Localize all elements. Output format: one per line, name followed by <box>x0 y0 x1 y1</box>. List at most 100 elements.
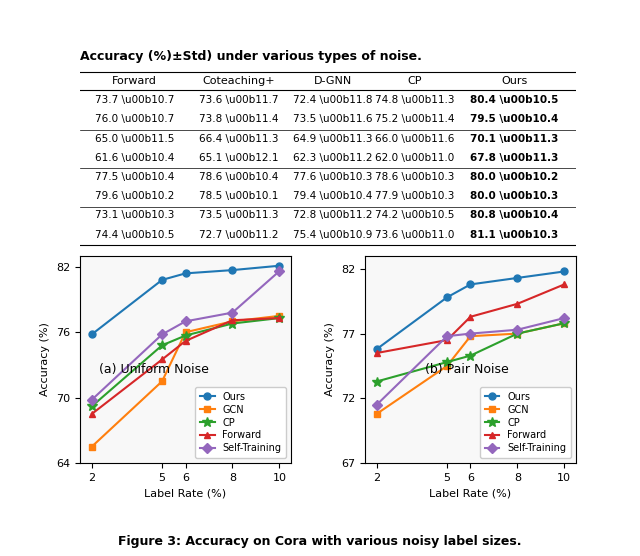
Text: 79.6 \u00b10.2: 79.6 \u00b10.2 <box>95 191 174 201</box>
Forward <box>443 337 451 344</box>
Text: 73.1 \u00b10.3: 73.1 \u00b10.3 <box>95 210 174 220</box>
Forward <box>228 317 236 324</box>
Text: 77.5 \u00b10.4: 77.5 \u00b10.4 <box>95 172 174 182</box>
Text: 65.0 \u00b11.5: 65.0 \u00b11.5 <box>95 133 174 143</box>
Ours <box>443 294 451 301</box>
Forward <box>373 350 381 356</box>
Y-axis label: Accuracy (%): Accuracy (%) <box>40 322 51 396</box>
Forward <box>88 411 95 418</box>
Text: 79.4 \u00b10.4: 79.4 \u00b10.4 <box>293 191 372 201</box>
CP <box>467 353 474 359</box>
Line: Forward: Forward <box>88 315 283 418</box>
Ours <box>275 262 283 269</box>
Self-Training <box>158 331 166 337</box>
Self-Training <box>467 330 474 337</box>
Ours <box>373 346 381 353</box>
Self-Training <box>513 326 521 333</box>
Text: 70.1 \u00b11.3: 70.1 \u00b11.3 <box>470 133 558 143</box>
Text: D-GNN: D-GNN <box>314 76 352 86</box>
Text: 73.6 \u00b11.0: 73.6 \u00b11.0 <box>375 230 454 240</box>
Line: Forward: Forward <box>373 281 568 356</box>
Ours <box>513 275 521 281</box>
Legend: Ours, GCN, CP, Forward, Self-Training: Ours, GCN, CP, Forward, Self-Training <box>195 387 286 458</box>
Text: 73.5 \u00b11.3: 73.5 \u00b11.3 <box>199 210 278 220</box>
Text: (b) Pair Noise: (b) Pair Noise <box>426 363 509 375</box>
Text: 75.4 \u00b10.9: 75.4 \u00b10.9 <box>293 230 372 240</box>
Text: 76.0 \u00b10.7: 76.0 \u00b10.7 <box>95 115 174 125</box>
Text: 66.0 \u00b11.6: 66.0 \u00b11.6 <box>375 133 454 143</box>
GCN <box>513 330 521 337</box>
Ours <box>561 268 568 275</box>
CP <box>88 403 95 410</box>
CP <box>275 315 283 321</box>
Legend: Ours, GCN, CP, Forward, Self-Training: Ours, GCN, CP, Forward, Self-Training <box>480 387 571 458</box>
Line: CP: CP <box>372 319 569 386</box>
Ours <box>467 281 474 288</box>
Text: 78.6 \u00b10.4: 78.6 \u00b10.4 <box>199 172 278 182</box>
Y-axis label: Accuracy (%): Accuracy (%) <box>325 322 335 396</box>
CP <box>373 378 381 385</box>
Text: 62.3 \u00b11.2: 62.3 \u00b11.2 <box>293 153 372 163</box>
Text: 79.5 \u00b10.4: 79.5 \u00b10.4 <box>470 115 558 125</box>
Forward <box>158 356 166 363</box>
Ours <box>228 267 236 274</box>
Self-Training <box>443 333 451 340</box>
GCN <box>88 443 95 450</box>
Text: 77.9 \u00b10.3: 77.9 \u00b10.3 <box>375 191 454 201</box>
X-axis label: Label Rate (%): Label Rate (%) <box>145 488 227 498</box>
Text: Figure 3: Accuracy on Cora with various noisy label sizes.: Figure 3: Accuracy on Cora with various … <box>118 535 522 548</box>
Text: 77.6 \u00b10.3: 77.6 \u00b10.3 <box>293 172 372 182</box>
Text: 73.5 \u00b11.6: 73.5 \u00b11.6 <box>293 115 372 125</box>
Ours <box>158 276 166 283</box>
Line: Ours: Ours <box>373 268 568 353</box>
CP <box>158 342 166 349</box>
Line: Ours: Ours <box>88 262 283 338</box>
Forward <box>513 300 521 307</box>
Self-Training <box>228 309 236 316</box>
CP <box>513 330 521 337</box>
Text: Ours: Ours <box>501 76 527 86</box>
Text: 73.8 \u00b11.4: 73.8 \u00b11.4 <box>199 115 278 125</box>
Text: Coteaching+: Coteaching+ <box>202 76 275 86</box>
Ours <box>88 331 95 337</box>
GCN <box>158 378 166 385</box>
Text: Forward: Forward <box>112 76 157 86</box>
Text: Accuracy (%)±Std) under various types of noise.: Accuracy (%)±Std) under various types of… <box>80 50 422 63</box>
Text: 74.2 \u00b10.5: 74.2 \u00b10.5 <box>375 210 454 220</box>
Text: 73.6 \u00b11.7: 73.6 \u00b11.7 <box>199 95 278 105</box>
Forward <box>467 314 474 320</box>
Text: 66.4 \u00b11.3: 66.4 \u00b11.3 <box>199 133 278 143</box>
Text: 62.0 \u00b11.0: 62.0 \u00b11.0 <box>375 153 454 163</box>
CP <box>443 359 451 365</box>
Text: 73.7 \u00b10.7: 73.7 \u00b10.7 <box>95 95 174 105</box>
Self-Training <box>88 396 95 403</box>
Text: 64.9 \u00b11.3: 64.9 \u00b11.3 <box>293 133 372 143</box>
GCN <box>228 318 236 325</box>
GCN <box>275 312 283 319</box>
Ours <box>182 270 189 277</box>
Text: 65.1 \u00b12.1: 65.1 \u00b12.1 <box>199 153 278 163</box>
Text: 72.4 \u00b11.8: 72.4 \u00b11.8 <box>293 95 372 105</box>
Forward <box>561 281 568 288</box>
Line: GCN: GCN <box>88 312 283 450</box>
Text: CP: CP <box>408 76 422 86</box>
Forward <box>182 337 189 344</box>
Self-Training <box>373 401 381 408</box>
Text: 80.4 \u00b10.5: 80.4 \u00b10.5 <box>470 95 558 105</box>
Line: CP: CP <box>87 313 284 411</box>
GCN <box>467 333 474 340</box>
Text: 72.7 \u00b11.2: 72.7 \u00b11.2 <box>199 230 278 240</box>
Text: 72.8 \u00b11.2: 72.8 \u00b11.2 <box>293 210 372 220</box>
Text: 78.6 \u00b10.3: 78.6 \u00b10.3 <box>375 172 454 182</box>
Text: 74.8 \u00b11.3: 74.8 \u00b11.3 <box>375 95 454 105</box>
Line: GCN: GCN <box>373 320 568 418</box>
GCN <box>373 410 381 417</box>
GCN <box>561 320 568 326</box>
CP <box>182 332 189 339</box>
Text: 80.0 \u00b10.3: 80.0 \u00b10.3 <box>470 191 558 201</box>
CP <box>561 320 568 326</box>
Forward <box>275 315 283 321</box>
Self-Training <box>182 318 189 325</box>
Self-Training <box>275 268 283 275</box>
Text: 61.6 \u00b10.4: 61.6 \u00b10.4 <box>95 153 174 163</box>
